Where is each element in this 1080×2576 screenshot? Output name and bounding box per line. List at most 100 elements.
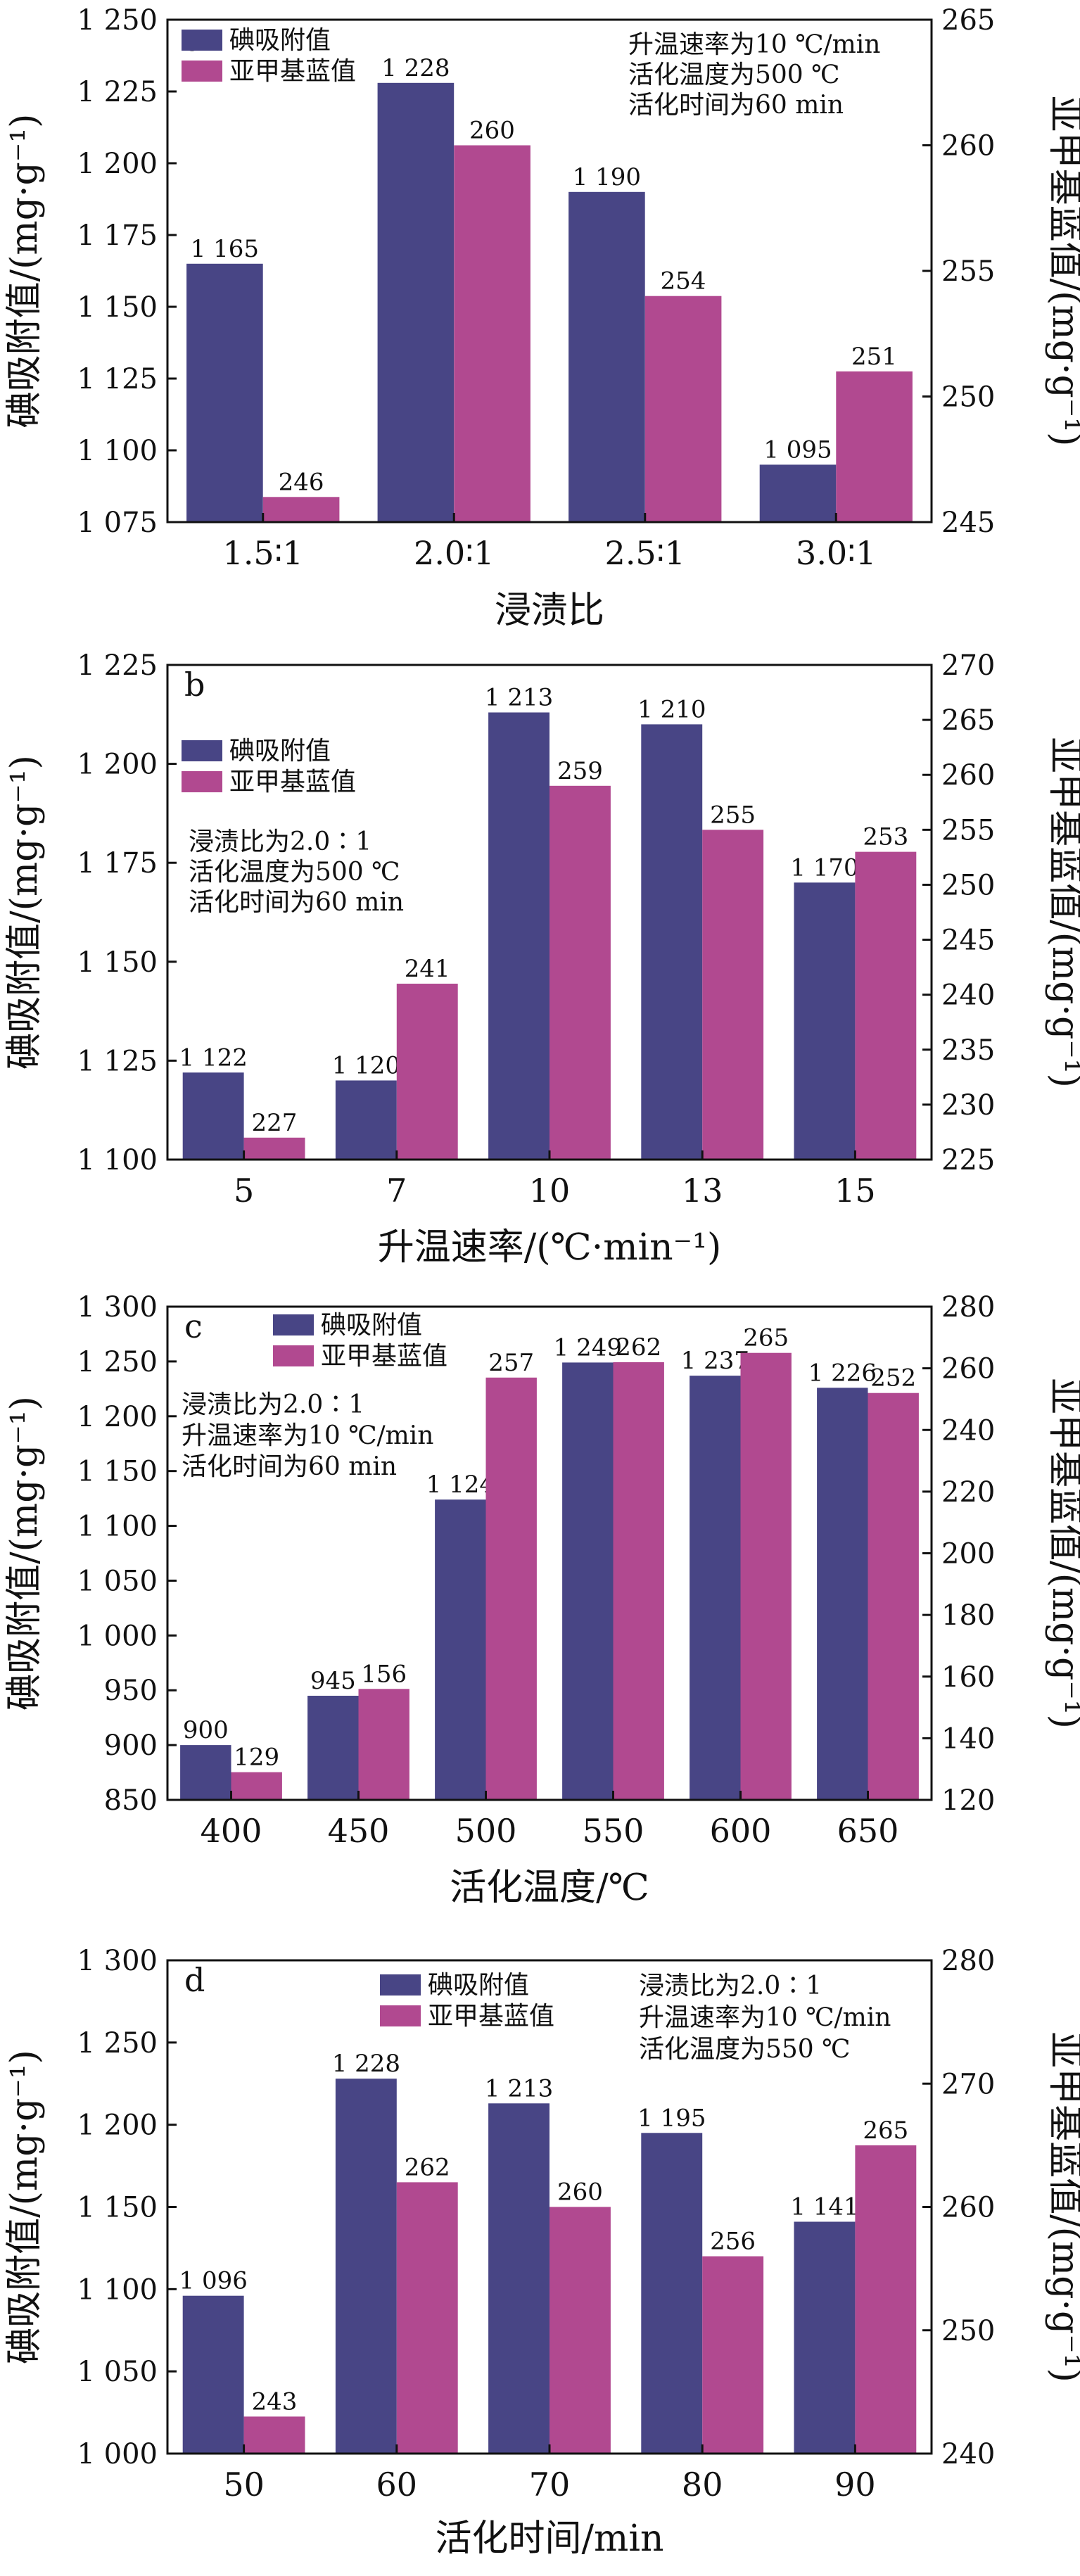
- y-tick-label-b-5: 1 225: [77, 649, 158, 682]
- legend-label-c-0: 碘吸附值: [321, 1311, 422, 1340]
- x-tick-label-a-2: 2.5∶1: [605, 534, 685, 572]
- chart-panel-b: 1 122 1 120 1 213 1 210 1 170 227 241 259 255 253…: [4, 649, 1080, 1269]
- y-tick-label-d-2: 1 100: [77, 2273, 158, 2306]
- data-label-mb-b-3: 255: [710, 801, 756, 829]
- legend-swatch-d-0: [380, 1974, 421, 1996]
- legend-swatch-a-1: [182, 61, 222, 82]
- legend-label-b-1: 亚甲基蓝值: [229, 768, 356, 797]
- bar-mb-a-2: [644, 296, 722, 522]
- y-tick-label-c-6: 1 150: [77, 1456, 158, 1488]
- data-label-iodine-d-3: 1 195: [637, 2104, 706, 2132]
- bar-iodine-a-2: [568, 191, 645, 522]
- x-tick-label-b-1: 7: [386, 1172, 407, 1210]
- x-tick-label-d-3: 80: [682, 2466, 723, 2504]
- x-tick-label-a-3: 3.0∶1: [796, 534, 876, 572]
- y2-axis-title-b: 亚甲基蓝值/(mg·g⁻¹): [1044, 737, 1080, 1088]
- data-label-iodine-c-5: 1 226: [808, 1359, 877, 1387]
- y-tick-label-d-0: 1 000: [77, 2438, 158, 2470]
- bar-iodine-c-2: [435, 1499, 486, 1800]
- y2-tick-label-b-0: 225: [941, 1144, 995, 1176]
- x-tick-label-c-3: 550: [583, 1812, 644, 1850]
- y2-tick-label-c-3: 180: [941, 1599, 995, 1632]
- bar-mb-a-3: [836, 371, 913, 522]
- data-label-iodine-a-1: 1 228: [381, 54, 450, 82]
- y2-tick-label-b-6: 255: [941, 814, 995, 846]
- y2-tick-label-a-2: 255: [941, 255, 995, 288]
- bar-mb-d-1: [396, 2182, 458, 2454]
- y2-tick-label-a-3: 260: [941, 130, 995, 163]
- panel-letter-d: d: [184, 1961, 205, 1999]
- legend-label-d-0: 碘吸附值: [428, 1971, 529, 2000]
- data-label-mb-d-3: 256: [710, 2228, 756, 2256]
- data-label-mb-a-3: 251: [851, 343, 897, 371]
- bar-mb-d-4: [855, 2145, 917, 2454]
- y2-tick-label-c-7: 260: [941, 1353, 995, 1385]
- y-tick-label-c-1: 900: [104, 1730, 158, 1762]
- y-tick-label-c-9: 1 300: [77, 1291, 158, 1324]
- y-tick-label-b-0: 1 100: [77, 1144, 158, 1176]
- condition-note-b-2: 活化时间为60 min: [189, 888, 404, 917]
- y-tick-label-c-7: 1 200: [77, 1401, 158, 1433]
- legend-label-a-0: 碘吸附值: [229, 26, 331, 55]
- condition-note-c-1: 升温速率为10 ℃/min: [182, 1421, 434, 1450]
- x-tick-label-b-0: 5: [234, 1172, 254, 1210]
- y-tick-label-a-2: 1 125: [77, 363, 158, 395]
- bar-iodine-b-3: [641, 724, 703, 1160]
- data-label-mb-c-0: 129: [234, 1744, 279, 1772]
- y2-axis-title-a: 亚甲基蓝值/(mg·g⁻¹): [1044, 96, 1080, 447]
- condition-note-b-0: 浸渍比为2.0∶1: [189, 827, 371, 856]
- y2-tick-label-c-6: 240: [941, 1414, 995, 1447]
- data-label-iodine-d-2: 1 213: [485, 2074, 553, 2102]
- data-label-iodine-a-0: 1 165: [191, 235, 259, 263]
- x-axis-title-d: 活化时间/min: [436, 2518, 664, 2560]
- bar-mb-c-1: [358, 1689, 409, 1800]
- y2-axis-title-c: 亚甲基蓝值/(mg·g⁻¹): [1044, 1378, 1080, 1729]
- data-label-mb-b-4: 253: [863, 823, 908, 851]
- data-label-mb-d-2: 260: [557, 2178, 603, 2207]
- x-axis-title-b: 升温速率/(℃·min⁻¹): [378, 1226, 722, 1269]
- bar-mb-b-2: [549, 785, 611, 1160]
- y-tick-label-a-7: 1 250: [77, 4, 158, 37]
- y-axis-title-a: 碘吸附值/(mg·g⁻¹): [4, 114, 46, 429]
- y-axis-title-b: 碘吸附值/(mg·g⁻¹): [4, 755, 46, 1070]
- y-tick-label-b-1: 1 125: [77, 1045, 158, 1077]
- data-label-iodine-a-2: 1 190: [573, 163, 641, 191]
- data-label-iodine-d-4: 1 141: [790, 2193, 858, 2221]
- y2-axis-title-d: 亚甲基蓝值/(mg·g⁻¹): [1044, 2031, 1080, 2383]
- bar-iodine-a-1: [377, 82, 455, 523]
- y2-tick-label-c-5: 220: [941, 1476, 995, 1509]
- y-tick-label-a-3: 1 150: [77, 291, 158, 324]
- y-tick-label-d-5: 1 250: [77, 2027, 158, 2060]
- data-label-iodine-c-0: 900: [183, 1716, 229, 1744]
- bar-mb-d-0: [243, 2416, 305, 2454]
- condition-note-a-0: 升温速率为10 ℃/min: [628, 30, 881, 59]
- x-tick-label-d-4: 90: [834, 2466, 876, 2504]
- x-tick-label-c-2: 500: [455, 1812, 517, 1850]
- bar-iodine-c-1: [307, 1696, 359, 1800]
- data-label-iodine-d-0: 1 096: [179, 2267, 248, 2295]
- y2-tick-label-b-5: 250: [941, 869, 995, 901]
- condition-note-a-2: 活化时间为60 min: [628, 91, 844, 120]
- y-tick-label-c-4: 1 050: [77, 1565, 158, 1597]
- y2-tick-label-d-3: 270: [941, 2068, 995, 2100]
- y-tick-label-c-5: 1 100: [77, 1511, 158, 1543]
- bar-iodine-b-4: [794, 882, 856, 1160]
- bar-mb-d-3: [702, 2256, 764, 2454]
- x-tick-label-c-4: 600: [710, 1812, 772, 1850]
- data-label-mb-c-5: 252: [870, 1364, 916, 1392]
- y-axis-title-d: 碘吸附值/(mg·g⁻¹): [4, 2050, 46, 2364]
- bar-iodine-c-3: [562, 1362, 614, 1800]
- bar-iodine-d-1: [335, 2079, 397, 2454]
- data-label-iodine-b-4: 1 170: [790, 854, 858, 882]
- y-tick-label-a-5: 1 200: [77, 148, 158, 180]
- x-tick-label-d-0: 50: [223, 2466, 265, 2504]
- x-tick-label-b-4: 15: [834, 1172, 876, 1210]
- condition-note-d-0: 浸渍比为2.0∶1: [639, 1972, 822, 2000]
- data-label-mb-c-3: 262: [616, 1333, 661, 1362]
- bar-iodine-b-0: [182, 1072, 244, 1160]
- bar-mb-c-5: [868, 1392, 919, 1800]
- x-tick-label-c-1: 450: [328, 1812, 390, 1850]
- data-label-mb-a-2: 254: [661, 267, 706, 296]
- condition-note-c-0: 浸渍比为2.0∶1: [182, 1390, 364, 1419]
